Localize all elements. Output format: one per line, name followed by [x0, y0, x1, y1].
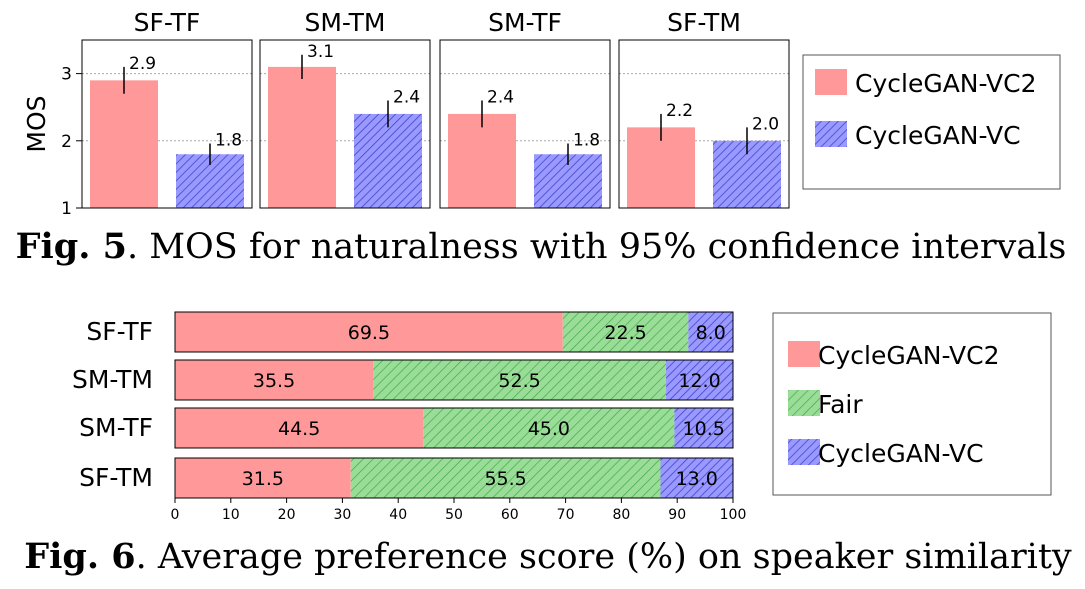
segment-value-label: 12.0: [678, 370, 720, 392]
legend-swatch: [788, 439, 820, 465]
bar-cyclegan-vc2: [448, 113, 516, 208]
stack-segment: [350, 458, 661, 498]
category-label: SM-TF: [79, 413, 153, 442]
legend-swatch: [815, 69, 847, 95]
fig5-caption-bold: Fig. 5: [16, 226, 127, 267]
value-label: 2.0: [752, 114, 779, 134]
category-label: SF-TM: [79, 463, 153, 492]
segment-value-label: 69.5: [348, 322, 390, 344]
y-tick-label: 2: [61, 132, 72, 152]
y-tick-label: 1: [61, 199, 72, 219]
x-tick-label: 0: [171, 507, 180, 523]
legend-label: CycleGAN-VC2: [855, 69, 1037, 98]
value-label: 3.1: [307, 42, 334, 62]
value-label: 2.4: [393, 87, 420, 107]
x-tick-label: 30: [333, 507, 351, 523]
stack-segment: [175, 408, 424, 448]
category-label: SF-TF: [86, 317, 153, 346]
stack-segment: [175, 312, 563, 352]
panel-title: SM-TF: [488, 8, 562, 37]
legend-swatch: [815, 121, 847, 147]
legend-swatch: [788, 390, 820, 416]
x-tick-label: 40: [389, 507, 407, 523]
x-tick-label: 70: [557, 507, 575, 523]
x-tick-label: 100: [720, 507, 747, 523]
stack-segment: [666, 360, 733, 400]
mos-chart: MOS 1 2 3 SF-TF 2.9 1.8 SM-TM 3.1 2.4 SM-TF 2.4 1.8 S…: [22, 8, 1061, 219]
stack-segment: [423, 408, 675, 448]
segment-value-label: 13.0: [676, 468, 718, 490]
x-tick-label: 50: [445, 507, 463, 523]
value-label: 1.8: [573, 130, 600, 150]
fig6-caption-bold: Fig. 6: [24, 536, 135, 577]
segment-value-label: 31.5: [242, 468, 284, 490]
segment-value-label: 52.5: [498, 370, 540, 392]
segment-value-label: 45.0: [528, 418, 570, 440]
x-tick-label: 90: [668, 507, 686, 523]
stack-segment: [175, 458, 351, 498]
segment-value-label: 35.5: [253, 370, 295, 392]
x-tick-label: 80: [612, 507, 630, 523]
panel-frame: [618, 39, 790, 209]
legend-label: CycleGAN-VC2: [818, 341, 1000, 370]
stack-segment: [688, 312, 733, 352]
bar-cyclegan-vc: [354, 113, 422, 208]
panel-title: SF-TF: [134, 8, 201, 37]
fig6-caption: Fig. 6. Average preference score (%) on …: [24, 536, 1072, 577]
stack-segment: [373, 360, 667, 400]
fig5-caption-text: . MOS for naturalness with 95% confidenc…: [127, 227, 1066, 267]
x-tick-label: 60: [501, 507, 519, 523]
row-frame: [174, 407, 734, 449]
stack-segment: [562, 312, 689, 352]
legend-label: CycleGAN-VC: [855, 121, 1021, 150]
panel-frame: [439, 39, 611, 209]
row-frame: [174, 311, 734, 353]
y-tick-label: 3: [61, 65, 72, 85]
fig6-caption-text: . Average preference score (%) on speake…: [136, 537, 1072, 577]
bar-cyclegan-vc2: [268, 66, 336, 208]
value-label: 2.2: [666, 101, 693, 121]
panel-frame: [259, 39, 431, 209]
legend-label: CycleGAN-VC: [818, 439, 984, 468]
bar-cyclegan-vc2: [90, 80, 158, 208]
stack-segment: [175, 360, 374, 400]
x-tick-label: 10: [222, 507, 240, 523]
value-label: 1.8: [215, 130, 242, 150]
x-tick-label: 20: [278, 507, 296, 523]
row-frame: [174, 359, 734, 401]
segment-value-label: 44.5: [278, 418, 320, 440]
stack-segment: [674, 408, 733, 448]
panel-frame: [81, 39, 253, 209]
value-label: 2.9: [129, 54, 156, 74]
panel-title: SM-TM: [304, 8, 385, 37]
segment-value-label: 10.5: [683, 418, 725, 440]
segment-value-label: 55.5: [484, 468, 526, 490]
panel-title: SF-TM: [667, 8, 741, 37]
value-label: 2.4: [487, 87, 514, 107]
legend-label: Fair: [818, 390, 863, 419]
stack-segment: [660, 458, 733, 498]
legend-swatch: [788, 341, 820, 367]
segment-value-label: 8.0: [696, 322, 726, 344]
segment-value-label: 22.5: [604, 322, 646, 344]
preference-chart: SF-TF 69.5 22.5 8.0 SM-TM 35.5 52.5 12.0 SM-TF 44…: [72, 311, 1052, 523]
fig5-caption: Fig. 5. MOS for naturalness with 95% con…: [16, 226, 1067, 267]
y-axis-label: MOS: [22, 95, 51, 152]
category-label: SM-TM: [72, 365, 153, 394]
